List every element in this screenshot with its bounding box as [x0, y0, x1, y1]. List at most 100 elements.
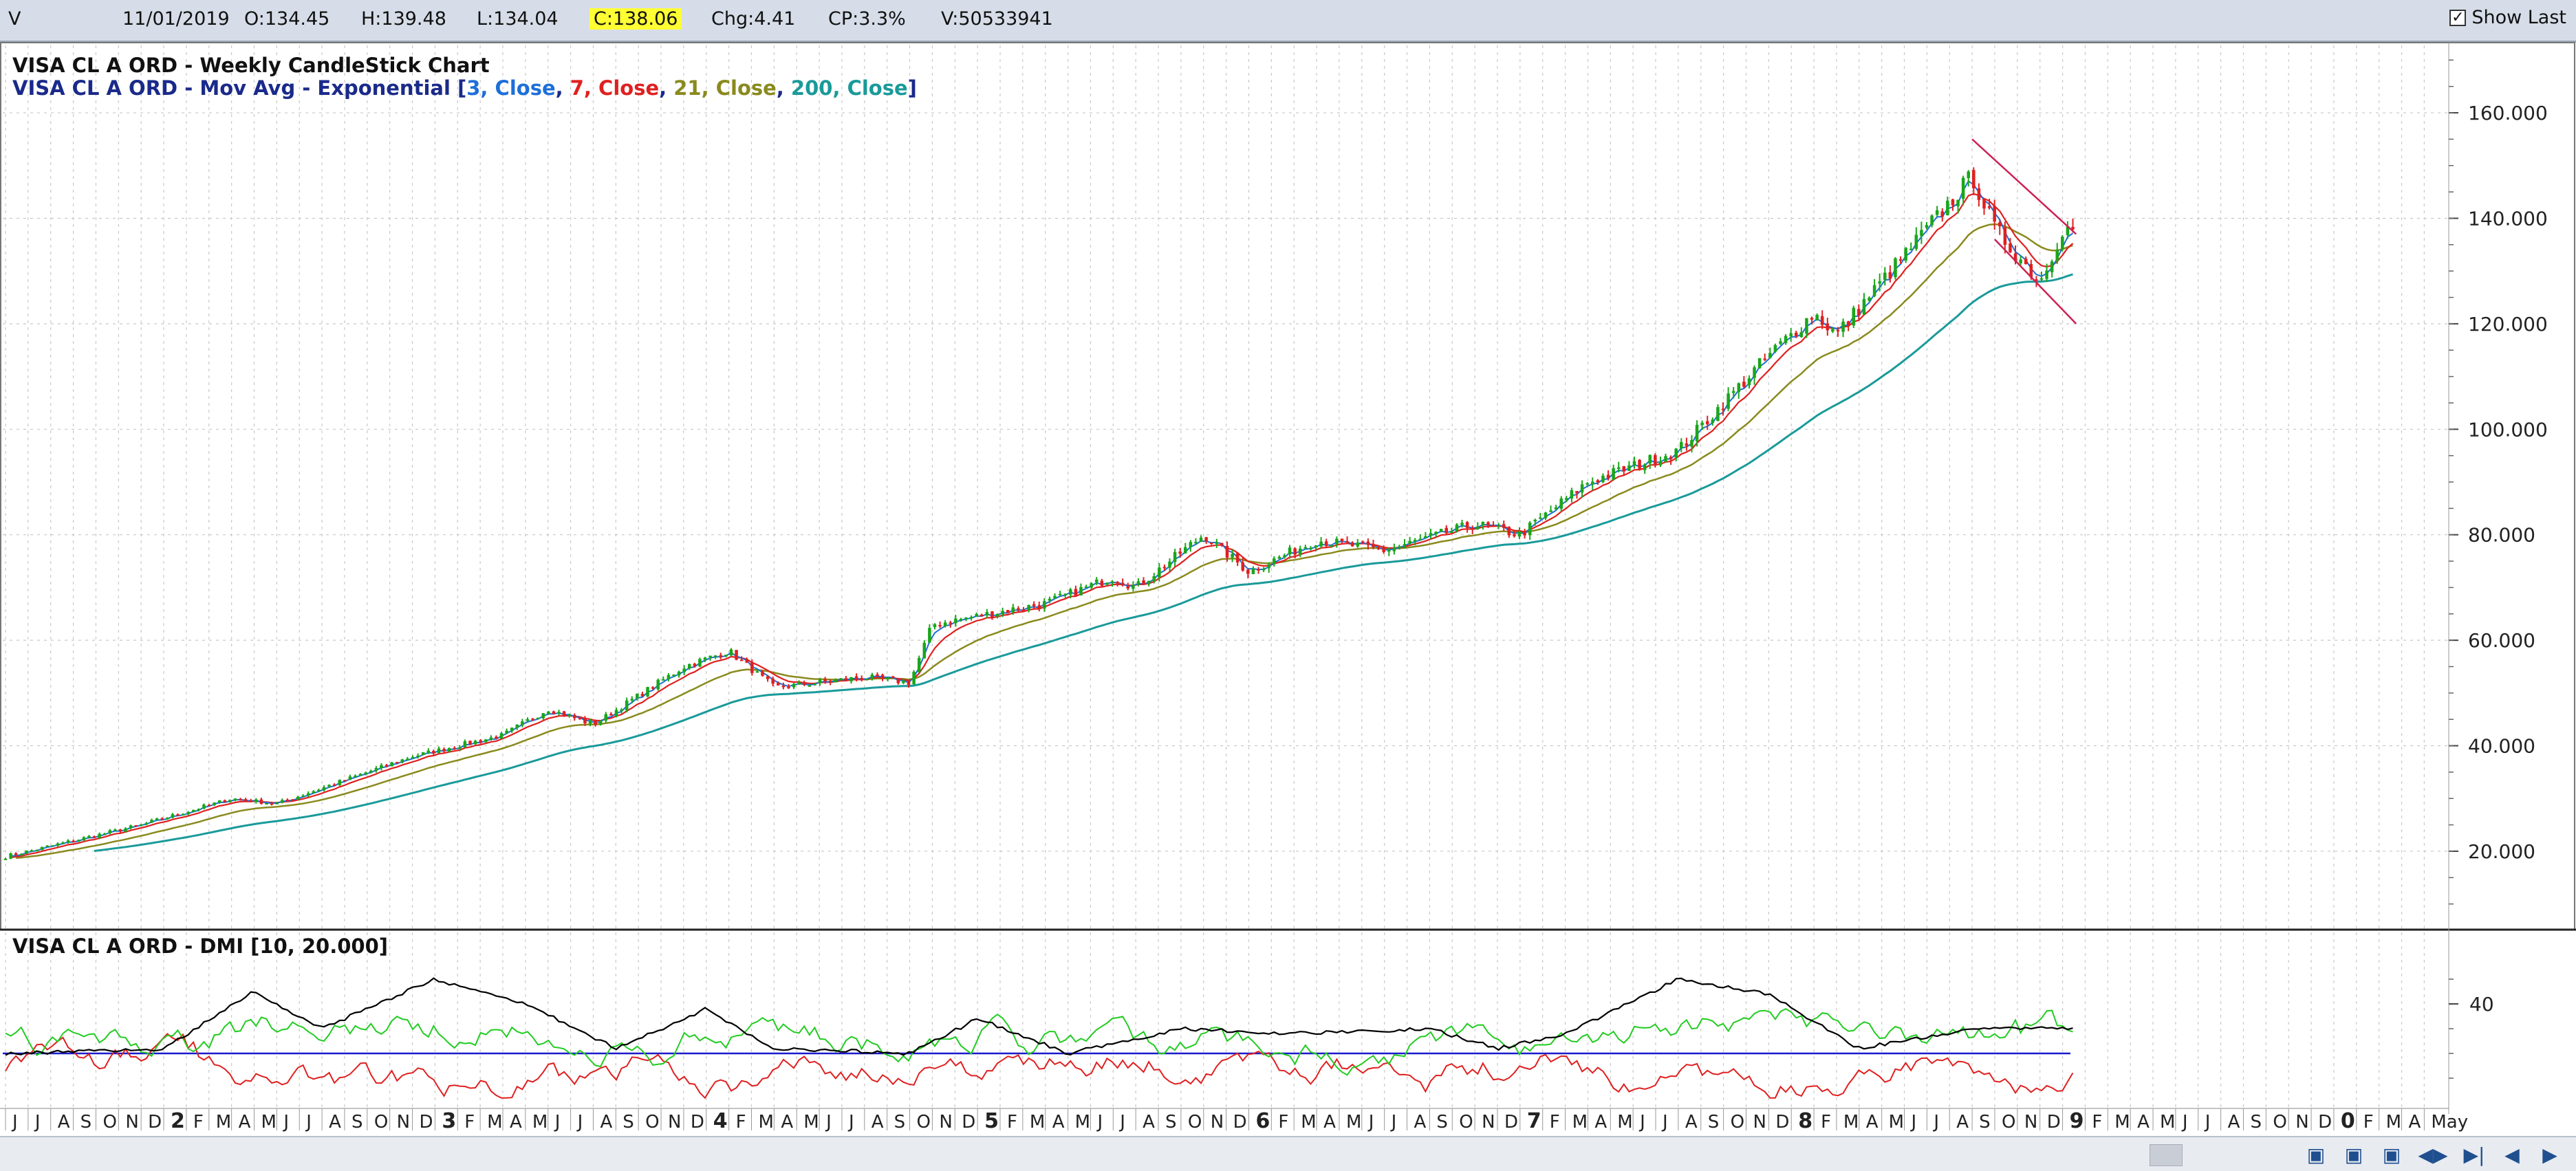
- candle-body: [1565, 498, 1568, 500]
- candle-body: [1069, 589, 1072, 595]
- candle-body: [25, 851, 28, 854]
- x-tick-label: D: [1504, 1112, 1518, 1132]
- candle-body: [390, 762, 393, 767]
- zoom-out-icon[interactable]: ▣: [2344, 1143, 2363, 1166]
- candle-body: [495, 736, 498, 739]
- candle-body: [1403, 544, 1407, 546]
- x-tick-label: J: [825, 1112, 832, 1132]
- candle-body: [995, 613, 999, 617]
- x-tick-label: F: [2092, 1112, 2102, 1132]
- x-tick-label: F: [193, 1112, 204, 1132]
- candle-body: [400, 759, 404, 763]
- show-last-toggle[interactable]: ✓ Show Last: [2449, 7, 2566, 28]
- x-tick-label: M: [1843, 1112, 1859, 1132]
- x-tick-label: A: [239, 1112, 251, 1132]
- candle-body: [823, 679, 827, 681]
- x-tick-label: M: [1617, 1112, 1632, 1132]
- candle-body: [1502, 524, 1506, 528]
- chart-canvas[interactable]: 20.000 40.000 60.000 80.000 100.000 120.000 14…: [0, 0, 2576, 1136]
- x-tick-label: J: [576, 1112, 583, 1132]
- candle-body: [1027, 604, 1030, 611]
- candle-body: [1366, 541, 1370, 545]
- candle-body: [1079, 587, 1083, 596]
- candle-body: [933, 624, 937, 627]
- x-tick-label: J: [1096, 1112, 1103, 1132]
- x-tick-label: A: [1143, 1112, 1155, 1132]
- candle-body: [1434, 532, 1438, 534]
- x-tick-label: A: [510, 1112, 522, 1132]
- x-tick-label: A: [329, 1112, 341, 1132]
- candle-body: [1257, 569, 1260, 571]
- candle-body: [1784, 336, 1788, 343]
- ma-legend-part: 7, Close: [570, 76, 659, 100]
- scrollbar-thumb[interactable]: [2150, 1144, 2183, 1166]
- candle-body: [834, 679, 838, 683]
- candle-body: [1460, 523, 1464, 525]
- candle-body: [808, 685, 812, 687]
- candle-body: [1731, 391, 1735, 393]
- candle-body: [2029, 263, 2033, 278]
- ma-legend-part: 21, Close: [673, 76, 777, 100]
- dmi-series: [3, 977, 2074, 1099]
- candle-body: [1001, 611, 1004, 615]
- candle-body: [1043, 601, 1046, 609]
- candle-body: [1173, 551, 1177, 562]
- candle-body: [332, 784, 336, 786]
- candle-body: [1590, 481, 1594, 485]
- candle-body: [1497, 525, 1500, 527]
- candle-body: [1606, 474, 1610, 479]
- candle-body: [964, 617, 968, 620]
- x-tick-label: A: [781, 1112, 793, 1132]
- candle-body: [228, 800, 232, 802]
- x-tick-label: M: [1572, 1112, 1588, 1132]
- candle-body: [1246, 569, 1250, 574]
- show-last-checkbox[interactable]: ✓: [2449, 9, 2467, 26]
- x-tick-label: M: [1030, 1112, 1045, 1132]
- candle-body: [1356, 543, 1360, 547]
- candle-body: [1168, 561, 1171, 568]
- scroll-end-icon[interactable]: ▶|: [2463, 1143, 2485, 1166]
- candle-body: [1616, 467, 1621, 469]
- candle-body: [217, 800, 221, 803]
- candle-body: [14, 853, 18, 855]
- candle-body: [787, 686, 790, 688]
- candle-body: [1267, 565, 1270, 569]
- candle-body: [426, 750, 431, 753]
- candle-body: [358, 774, 362, 776]
- candle-body: [249, 800, 252, 802]
- candle-body: [943, 622, 947, 626]
- x-tick-label: J: [847, 1112, 854, 1132]
- candle-body: [735, 650, 738, 660]
- candle-body: [975, 613, 978, 617]
- zoom-in-icon[interactable]: ▣: [2306, 1143, 2326, 1166]
- price-y-axis: 20.000 40.000 60.000 80.000 100.000 120.000 14…: [2449, 59, 2548, 905]
- ma-legend-suffix: ]: [908, 76, 917, 100]
- ma-legend-sep: ,: [777, 76, 791, 100]
- candle-body: [949, 622, 953, 624]
- candle-body: [1878, 281, 1881, 284]
- candle-body: [1909, 248, 1913, 250]
- candle-body: [594, 721, 597, 725]
- candle-body: [155, 818, 159, 820]
- x-tick-label: M: [1346, 1112, 1361, 1132]
- candle-body: [1768, 353, 1772, 358]
- candle-body: [562, 711, 566, 716]
- candle-body: [2039, 278, 2044, 280]
- candle-body: [1517, 531, 1522, 537]
- candle-body: [1612, 468, 1615, 480]
- candle-body: [1199, 537, 1203, 542]
- candle-body: [108, 830, 112, 833]
- candle-body: [547, 711, 550, 714]
- trendlines: [1971, 138, 2077, 325]
- arrow-right-icon[interactable]: ▶: [2542, 1143, 2557, 1166]
- candle-body: [1868, 297, 1871, 301]
- candle-body: [416, 755, 420, 757]
- candle-body: [1126, 586, 1130, 589]
- arrow-left-icon[interactable]: ◀: [2504, 1143, 2520, 1166]
- candle-body: [573, 714, 576, 719]
- x-tick-label: J: [1932, 1112, 1939, 1132]
- ma-legend-sep: ,: [556, 76, 570, 100]
- zoom-fit-icon[interactable]: ▣: [2382, 1143, 2401, 1166]
- candle-body: [1685, 443, 1689, 446]
- scroll-both-icon[interactable]: ◀▶: [2418, 1143, 2448, 1166]
